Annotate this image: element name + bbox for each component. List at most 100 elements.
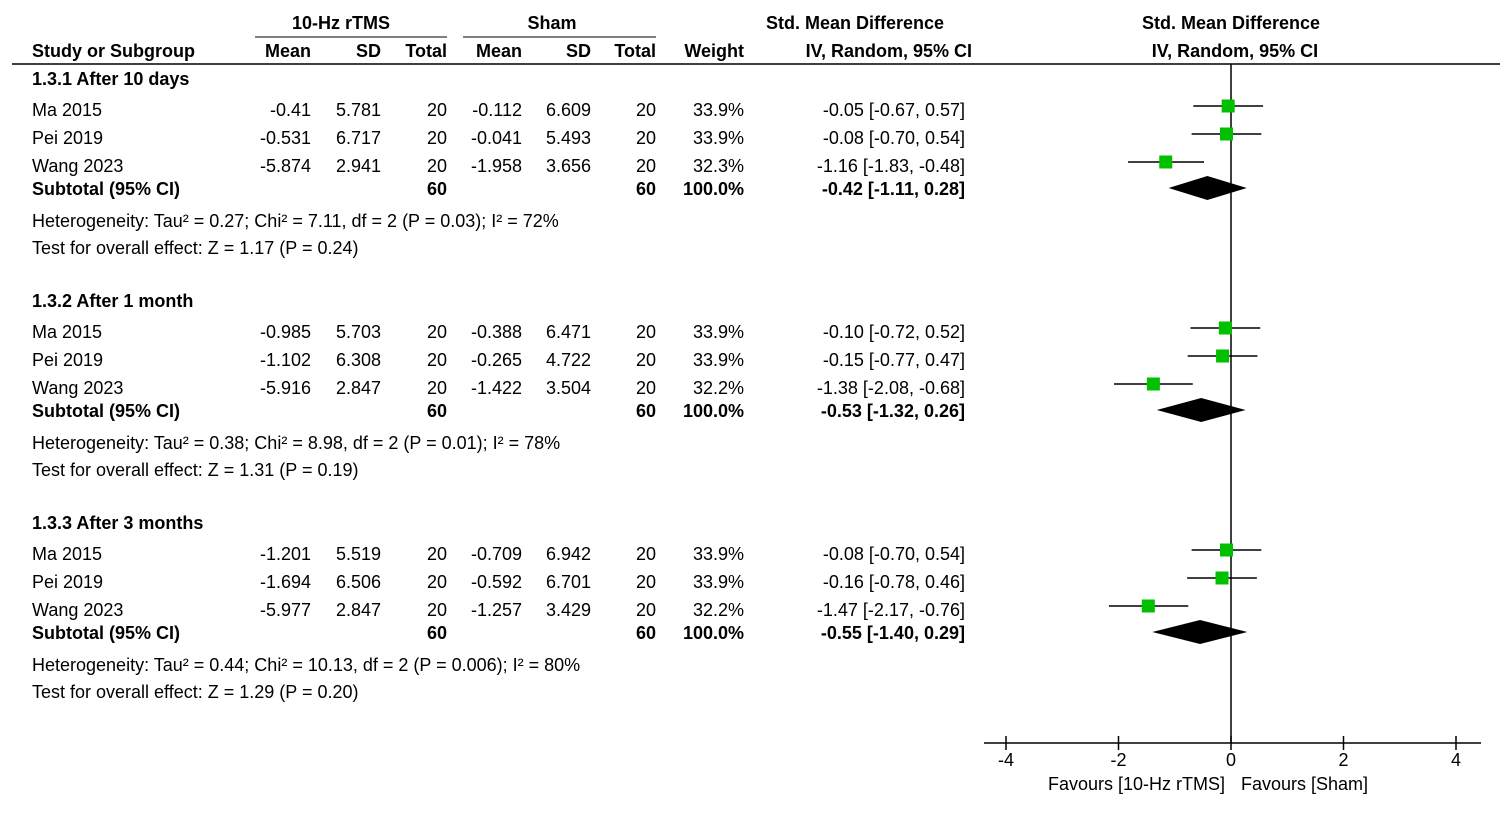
col-exp-sd-header: SD — [356, 41, 381, 61]
ctrl-mean: -1.257 — [471, 600, 522, 620]
study-weight: 33.9% — [693, 100, 744, 120]
subtotal-label: Subtotal (95% CI) — [32, 401, 180, 421]
subtotal-diamond — [1152, 620, 1248, 644]
ctrl-mean: -0.388 — [471, 322, 522, 342]
x-tick-label: -4 — [998, 750, 1014, 770]
ctrl-sd: 3.429 — [546, 600, 591, 620]
study-marker — [1218, 321, 1232, 335]
study-name: Wang 2023 — [32, 156, 123, 176]
ctrl-total: 20 — [636, 156, 656, 176]
ctrl-total: 20 — [636, 350, 656, 370]
study-name: Wang 2023 — [32, 600, 123, 620]
subgroup-title: 1.3.2 After 1 month — [32, 291, 193, 311]
heterogeneity-text: Heterogeneity: Tau² = 0.44; Chi² = 10.13… — [32, 655, 580, 675]
exp-total: 20 — [427, 572, 447, 592]
subtotal-ci: -0.42 [-1.11, 0.28] — [822, 179, 965, 199]
ctrl-mean: -1.422 — [471, 378, 522, 398]
study-weight: 32.3% — [693, 156, 744, 176]
subtotal-weight: 100.0% — [683, 401, 744, 421]
study-marker — [1146, 377, 1160, 391]
subtotal-exp-total: 60 — [427, 623, 447, 643]
exp-total: 20 — [427, 378, 447, 398]
heterogeneity-text: Heterogeneity: Tau² = 0.27; Chi² = 7.11,… — [32, 211, 559, 231]
exp-mean: -5.874 — [260, 156, 311, 176]
study-marker — [1159, 155, 1173, 169]
study-weight: 33.9% — [693, 544, 744, 564]
subtotal-ctrl-total: 60 — [636, 401, 656, 421]
overall-effect-text: Test for overall effect: Z = 1.29 (P = 0… — [32, 682, 359, 702]
exp-sd: 2.941 — [336, 156, 381, 176]
exp-total: 20 — [427, 350, 447, 370]
study-ci: -0.08 [-0.70, 0.54] — [823, 128, 965, 148]
exp-sd: 2.847 — [336, 378, 381, 398]
ctrl-mean: -1.958 — [471, 156, 522, 176]
col-exp-mean-header: Mean — [265, 41, 311, 61]
subtotal-ctrl-total: 60 — [636, 179, 656, 199]
study-name: Ma 2015 — [32, 322, 102, 342]
ctrl-mean: -0.041 — [471, 128, 522, 148]
x-tick-label: 0 — [1226, 750, 1236, 770]
study-marker — [1220, 127, 1233, 141]
study-ci: -0.10 [-0.72, 0.52] — [823, 322, 965, 342]
subtotal-ctrl-total: 60 — [636, 623, 656, 643]
study-name: Wang 2023 — [32, 378, 123, 398]
study-name: Ma 2015 — [32, 100, 102, 120]
study-weight: 33.9% — [693, 128, 744, 148]
exp-sd: 6.717 — [336, 128, 381, 148]
exp-mean: -0.531 — [260, 128, 311, 148]
ctrl-mean: -0.592 — [471, 572, 522, 592]
favours-left-label: Favours [10-Hz rTMS] — [1048, 774, 1225, 794]
exp-mean: -1.102 — [260, 350, 311, 370]
study-ci: -1.16 [-1.83, -0.48] — [817, 156, 965, 176]
subtotal-diamond — [1168, 176, 1247, 200]
ctrl-sd: 5.493 — [546, 128, 591, 148]
ctrl-total: 20 — [636, 600, 656, 620]
overall-effect-text: Test for overall effect: Z = 1.31 (P = 0… — [32, 460, 359, 480]
study-name: Pei 2019 — [32, 350, 103, 370]
study-marker — [1141, 599, 1155, 613]
exp-sd: 5.519 — [336, 544, 381, 564]
study-ci: -1.47 [-2.17, -0.76] — [817, 600, 965, 620]
study-ci: -0.15 [-0.77, 0.47] — [823, 350, 965, 370]
exp-total: 20 — [427, 544, 447, 564]
subtotal-diamond — [1156, 398, 1246, 422]
subtotal-label: Subtotal (95% CI) — [32, 623, 180, 643]
study-weight: 33.9% — [693, 572, 744, 592]
exp-total: 20 — [427, 128, 447, 148]
exp-sd: 6.506 — [336, 572, 381, 592]
x-tick-label: -2 — [1110, 750, 1126, 770]
favours-right-label: Favours [Sham] — [1241, 774, 1368, 794]
exp-sd: 5.703 — [336, 322, 381, 342]
study-weight: 32.2% — [693, 600, 744, 620]
col-ctrl-sd-header: SD — [566, 41, 591, 61]
ctrl-total: 20 — [636, 322, 656, 342]
subtotal-weight: 100.0% — [683, 623, 744, 643]
ctrl-total: 20 — [636, 100, 656, 120]
ctrl-mean: -0.112 — [472, 100, 522, 120]
study-marker — [1216, 349, 1230, 363]
header-effect-plot: Std. Mean Difference — [1142, 13, 1320, 33]
ctrl-total: 20 — [636, 544, 656, 564]
subgroup-title: 1.3.3 After 3 months — [32, 513, 203, 533]
subtotal-label: Subtotal (95% CI) — [32, 179, 180, 199]
exp-total: 20 — [427, 600, 447, 620]
study-name: Pei 2019 — [32, 128, 103, 148]
ctrl-mean: -0.709 — [471, 544, 522, 564]
col-weight-header: Weight — [684, 41, 744, 61]
study-name: Pei 2019 — [32, 572, 103, 592]
subgroup-title: 1.3.1 After 10 days — [32, 69, 189, 89]
exp-total: 20 — [427, 156, 447, 176]
exp-sd: 2.847 — [336, 600, 381, 620]
exp-total: 20 — [427, 322, 447, 342]
header-group-exp: 10-Hz rTMS — [292, 13, 390, 33]
subtotal-exp-total: 60 — [427, 179, 447, 199]
subtotal-weight: 100.0% — [683, 179, 744, 199]
study-weight: 33.9% — [693, 322, 744, 342]
header-group-ctrl: Sham — [527, 13, 576, 33]
heterogeneity-text: Heterogeneity: Tau² = 0.38; Chi² = 8.98,… — [32, 433, 560, 453]
subtotal-ci: -0.55 [-1.40, 0.29] — [821, 623, 965, 643]
col-study-header: Study or Subgroup — [32, 41, 195, 61]
exp-mean: -1.694 — [260, 572, 311, 592]
study-marker — [1215, 571, 1229, 585]
